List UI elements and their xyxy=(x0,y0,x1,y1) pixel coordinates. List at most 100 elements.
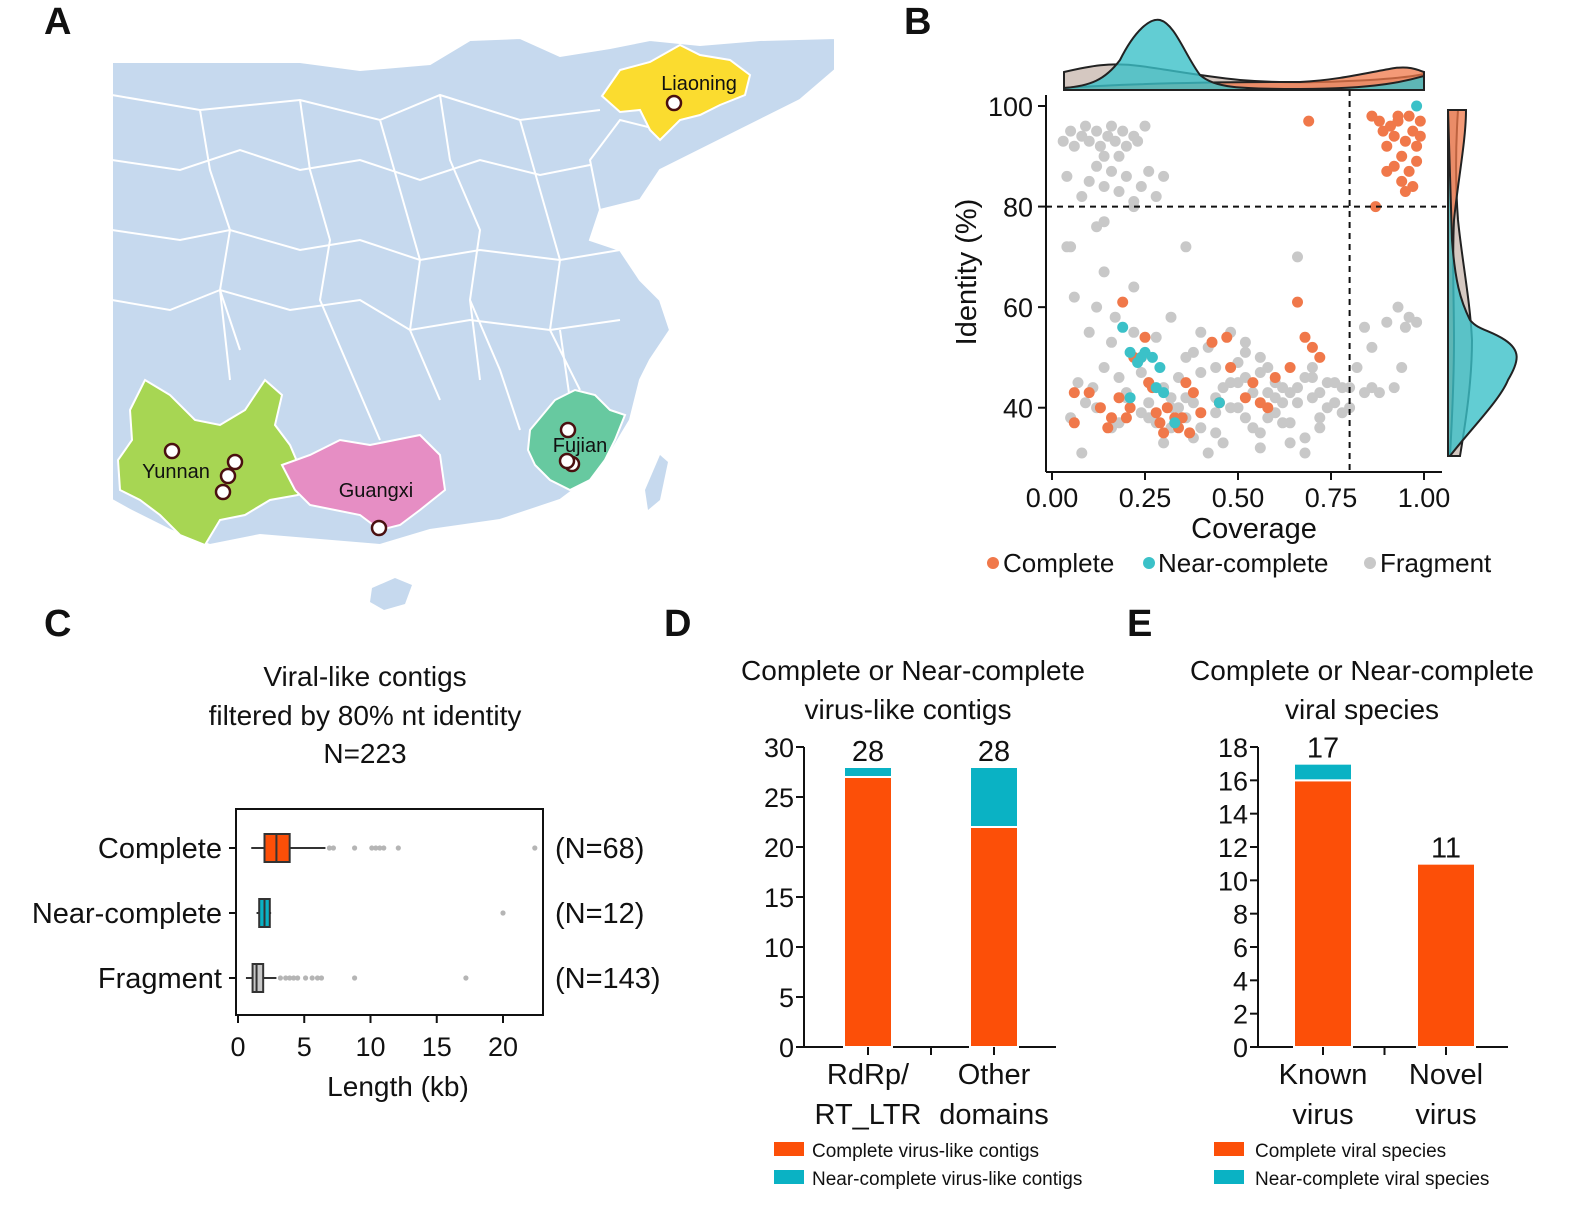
scatter-point-complete-40 xyxy=(1303,115,1315,127)
bar-e-y-tick-6: 12 xyxy=(1218,833,1248,863)
scatter-point-fragment-86 xyxy=(1399,321,1411,333)
box-title-line-1: Viral-like contigs xyxy=(263,661,466,692)
scatter-point-fragment-146 xyxy=(1306,372,1318,383)
bar-d-bar-near-1 xyxy=(969,766,1019,828)
scatter-point-complete-46 xyxy=(1388,130,1400,142)
bar-d-y-tick-0: 0 xyxy=(779,1033,794,1063)
scatter-point-fragment-144 xyxy=(1277,397,1289,409)
scatter-x-tick-2: 0.50 xyxy=(1212,483,1265,513)
scatter-point-fragment-55 xyxy=(1195,367,1207,378)
scatter-point-fragment-107 xyxy=(1217,437,1229,449)
scatter-point-fragment-23 xyxy=(1106,165,1117,177)
scatter-points xyxy=(1057,100,1426,459)
scatter-point-fragment-122 xyxy=(1150,331,1162,343)
scatter-point-fragment-89 xyxy=(1091,301,1103,313)
scatter-point-complete-50 xyxy=(1403,110,1415,122)
scatter-point-near-complete-12 xyxy=(1411,100,1423,112)
legend-near-marker xyxy=(1143,557,1155,569)
box-outlier-fragment-8 xyxy=(318,975,325,981)
box-outlier-fragment-0 xyxy=(277,975,283,981)
scatter-y-tick-2: 80 xyxy=(1003,193,1033,223)
box-outlier-complete-6 xyxy=(381,845,387,851)
bar-d-title-line-2: virus-like contigs xyxy=(805,694,1012,725)
scatter-point-fragment-81 xyxy=(1388,382,1400,394)
scatter-point-complete-21 xyxy=(1187,387,1199,399)
scatter-point-fragment-5 xyxy=(1083,135,1095,147)
scatter-x-tick-0: 0.00 xyxy=(1026,483,1079,513)
scatter-point-fragment-14 xyxy=(1120,140,1132,152)
panel-b-letter: B xyxy=(904,1,931,43)
box-outlier-complete-1 xyxy=(330,845,336,851)
scatter-point-fragment-21 xyxy=(1091,160,1103,172)
scatter-y-label: Identity (%) xyxy=(951,199,983,346)
scatter-point-fragment-29 xyxy=(1150,191,1162,202)
box-outlier-fragment-10 xyxy=(463,975,469,981)
box-category-near-complete: Near-complete xyxy=(32,898,222,930)
scatter-point-fragment-103 xyxy=(1299,447,1311,459)
bar-d-legend-near-label: Near-complete virus-like contigs xyxy=(812,1169,1082,1190)
hainan-island xyxy=(370,578,412,610)
province-borders xyxy=(111,93,661,441)
scatter-point-fragment-133 xyxy=(1314,412,1326,424)
box-x-tick-0: 0 xyxy=(230,1032,245,1062)
site-guangxi xyxy=(370,519,388,537)
scatter-point-fragment-88 xyxy=(1083,326,1095,338)
scatter-point-complete-42 xyxy=(1373,115,1385,127)
taiwan-island xyxy=(645,455,668,510)
province-yunnan xyxy=(116,378,307,547)
scatter-point-fragment-16 xyxy=(1132,135,1144,147)
scatter-point-complete-39 xyxy=(1221,331,1233,343)
scatter-point-fragment-68 xyxy=(1292,397,1303,409)
scatter-y-tick-1: 60 xyxy=(1003,293,1033,323)
box-title-line-3: N=223 xyxy=(323,738,406,769)
scatter-point-fragment-34 xyxy=(1098,216,1110,228)
scatter-point-fragment-145 xyxy=(1292,382,1303,394)
bar-d-y-tick-3: 15 xyxy=(764,883,794,913)
scatter-point-fragment-47 xyxy=(1128,281,1140,293)
box-title-line-2: filtered by 80% nt identity xyxy=(209,700,522,731)
province-guangxi xyxy=(280,433,447,532)
scatter-point-fragment-35 xyxy=(1128,196,1140,207)
scatter-point-fragment-17 xyxy=(1139,120,1151,132)
bar-e-y-tick-0: 0 xyxy=(1233,1033,1248,1063)
site-yunnan-2 xyxy=(226,453,244,471)
scatter-point-complete-13 xyxy=(1150,407,1162,419)
scatter-point-fragment-19 xyxy=(1076,191,1088,202)
scatter-point-fragment-44 xyxy=(1109,311,1121,323)
scatter-point-complete-3 xyxy=(1102,422,1114,434)
bar-e-y-tick-9: 18 xyxy=(1218,733,1248,763)
box-outlier-complete-4 xyxy=(373,845,379,851)
bar-e-legend-near-swatch xyxy=(1214,1170,1244,1184)
bar-d-bar-complete-0 xyxy=(843,776,893,1048)
bar-d-bar-near-0 xyxy=(843,766,893,778)
scatter-point-fragment-104 xyxy=(1314,422,1326,434)
scatter-y-tick-0: 40 xyxy=(1003,394,1033,424)
bar-d-legend-complete-swatch xyxy=(774,1142,804,1156)
scatter-point-fragment-82 xyxy=(1396,362,1408,373)
bar-e-title-line-1: Complete or Near-complete xyxy=(1190,655,1534,686)
scatter-point-fragment-149 xyxy=(1359,387,1370,399)
box-outlier-fragment-4 xyxy=(295,975,301,981)
scatter-point-fragment-13 xyxy=(1117,125,1129,137)
scatter-point-complete-60 xyxy=(1399,186,1411,197)
label-fujian: Fujian xyxy=(553,435,607,457)
bar-e-y-tick-2: 4 xyxy=(1233,966,1248,996)
scatter-point-complete-27 xyxy=(1247,377,1259,389)
bar-d-legend-complete-label: Complete virus-like contigs xyxy=(812,1141,1039,1162)
scatter-point-fragment-126 xyxy=(1210,362,1222,373)
scatter-point-fragment-85 xyxy=(1392,301,1404,313)
scatter-point-near-complete-8 xyxy=(1158,387,1170,399)
scatter-point-fragment-136 xyxy=(1210,407,1222,419)
scatter-point-fragment-27 xyxy=(1135,181,1147,192)
panel-e: E Complete or Near-complete viral specie… xyxy=(1127,603,1534,1190)
map: Liaoning Yunnan Guangxi Fujian xyxy=(111,36,836,610)
scatter-point-fragment-132 xyxy=(1299,432,1311,444)
scatter-point-fragment-108 xyxy=(1254,442,1266,454)
scatter-point-fragment-129 xyxy=(1254,351,1266,363)
scatter-point-fragment-20 xyxy=(1083,175,1095,187)
scatter-point-fragment-87 xyxy=(1068,291,1080,303)
scatter-point-complete-30 xyxy=(1269,372,1281,383)
box-count-near-complete: (N=12) xyxy=(555,898,644,930)
scatter-point-near-complete-11 xyxy=(1124,392,1136,404)
